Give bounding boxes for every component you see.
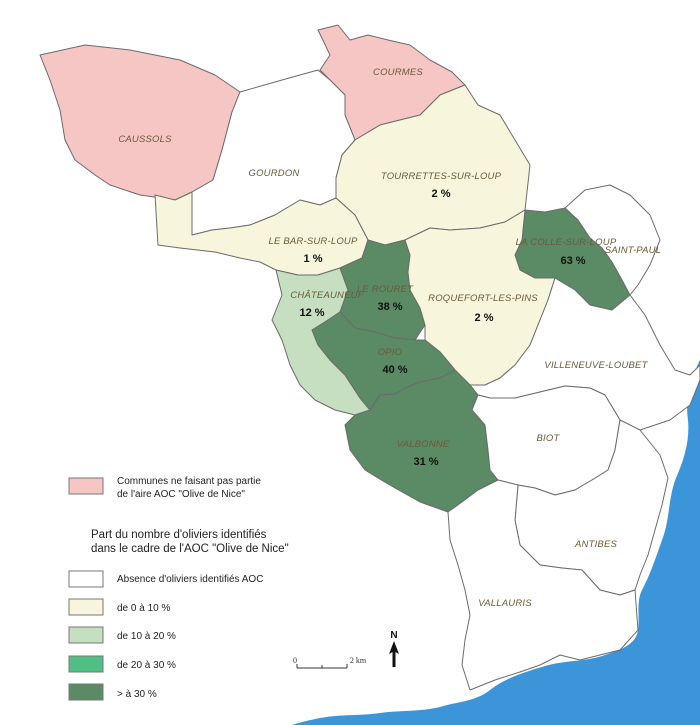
legend-label-excluded-line1: Communes ne faisant pas partie xyxy=(117,476,261,487)
pct-tourrettes: 2 % xyxy=(432,188,451,200)
label-villeneuve-loubet: VILLENEUVE-LOUBET xyxy=(544,360,648,371)
legend-label-30-plus: > à 30 % xyxy=(117,689,157,700)
pct-le-rouret: 38 % xyxy=(377,301,402,313)
scale-start-label: 0 xyxy=(293,656,297,665)
label-vallauris: VALLAURIS xyxy=(478,598,532,609)
label-valbonne: VALBONNE xyxy=(397,439,450,450)
pct-chateauneuf: 12 % xyxy=(299,307,324,319)
map-legend: Communes ne faisant pas partie de l'aire… xyxy=(68,476,289,701)
north-arrow-icon: N xyxy=(389,630,399,667)
legend-label-excluded-line2: de l'aire AOC "Olive de Nice" xyxy=(117,489,245,500)
label-antibes: ANTIBES xyxy=(574,539,618,550)
label-courmes: COURMES xyxy=(373,67,423,78)
legend-swatch-10-20 xyxy=(68,626,104,644)
scale-end-label: 2 km xyxy=(350,656,367,665)
label-biot: BIOT xyxy=(537,433,561,444)
label-chateauneuf: CHÂTEAUNEUF xyxy=(290,290,364,301)
pct-la-colle-sur-loup: 63 % xyxy=(560,255,585,267)
pct-roquefort: 2 % xyxy=(475,312,494,324)
commune-caussols[interactable] xyxy=(39,44,241,201)
legend-title-line1: Part du nombre d'oliviers identifiés xyxy=(91,529,267,541)
commune-vallauris[interactable] xyxy=(447,479,639,691)
legend-swatch-20-30 xyxy=(68,655,104,673)
legend-label-none: Absence d'oliviers identifiés AOC xyxy=(117,574,263,585)
pct-opio: 40 % xyxy=(382,364,407,376)
north-label: N xyxy=(390,630,397,641)
legend-title-line2: dans le cadre de l'AOC "Olive de Nice" xyxy=(91,543,289,555)
scale-bar: 0 2 km xyxy=(293,656,367,669)
label-bar-sur-loup: LE BAR-SUR-LOUP xyxy=(268,236,358,247)
legend-swatch-none xyxy=(68,570,104,588)
sea xyxy=(292,360,700,725)
label-roquefort: ROQUEFORT-LES-PINS xyxy=(428,293,538,304)
legend-swatch-excluded xyxy=(68,477,104,495)
label-gourdon: GOURDON xyxy=(248,168,299,179)
label-saint-paul: SAINT-PAUL xyxy=(605,245,661,256)
label-opio: OPIO xyxy=(378,347,403,358)
label-le-rouret: LE ROURET xyxy=(357,284,414,295)
legend-swatch-30-plus xyxy=(68,683,104,701)
label-tourrettes: TOURRETTES-SUR-LOUP xyxy=(381,171,502,182)
legend-label-10-20: de 10 à 20 % xyxy=(117,631,176,642)
label-la-colle-sur-loup: LA COLLE-SUR-LOUP xyxy=(516,237,617,248)
pct-bar-sur-loup: 1 % xyxy=(304,253,323,265)
commune-le-bar-sur-loup[interactable] xyxy=(154,191,369,276)
legend-label-0-10: de 0 à 10 % xyxy=(117,603,170,614)
label-caussols: CAUSSOLS xyxy=(118,134,172,145)
legend-label-20-30: de 20 à 30 % xyxy=(117,660,176,671)
pct-valbonne: 31 % xyxy=(413,456,438,468)
legend-swatch-0-10 xyxy=(68,598,104,616)
commune-saint-paul[interactable] xyxy=(564,184,661,296)
